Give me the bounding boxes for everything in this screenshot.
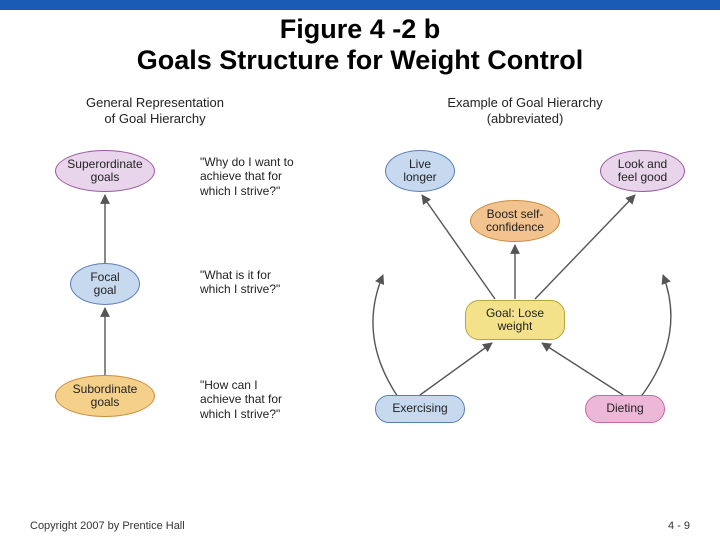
quote-why: "Why do I want toachieve that forwhich I… (200, 155, 294, 198)
quote-how: "How can Iachieve that forwhich I strive… (200, 378, 282, 421)
node-lose_weight: Goal: Loseweight (465, 300, 565, 340)
top-bar (0, 0, 720, 10)
right-header: Example of Goal Hierarchy (abbreviated) (425, 95, 625, 126)
node-live_longer: Livelonger (385, 150, 455, 192)
title-line-1: Figure 4 -2 b (0, 14, 720, 45)
left-header: General Representation of Goal Hierarchy (70, 95, 240, 126)
quote-what: "What is it forwhich I strive?" (200, 268, 280, 297)
node-focal: Focalgoal (70, 263, 140, 305)
node-subordinate: Subordinategoals (55, 375, 155, 417)
node-dieting: Dieting (585, 395, 665, 423)
copyright-text: Copyright 2007 by Prentice Hall (30, 520, 185, 532)
page-number: 4 - 9 (668, 520, 690, 532)
node-superordinate: Superordinategoals (55, 150, 155, 192)
node-exercising: Exercising (375, 395, 465, 423)
title-line-2: Goals Structure for Weight Control (0, 45, 720, 76)
node-look_feel: Look andfeel good (600, 150, 685, 192)
footer: Copyright 2007 by Prentice Hall 4 - 9 (30, 520, 690, 532)
node-boost: Boost self-confidence (470, 200, 560, 242)
diagram-area: General Representation of Goal Hierarchy… (30, 95, 690, 495)
slide-title: Figure 4 -2 b Goals Structure for Weight… (0, 14, 720, 76)
